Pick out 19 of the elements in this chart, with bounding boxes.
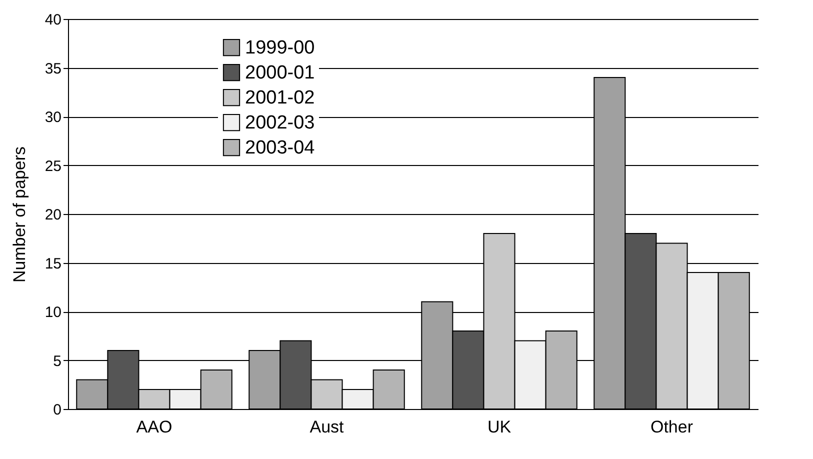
legend-label: 2000-01 — [245, 62, 315, 84]
y-tick-label: 30 — [44, 109, 62, 126]
y-tick-label: 5 — [53, 352, 62, 370]
y-tick-label: 40 — [44, 12, 62, 28]
y-tick-label: 25 — [44, 158, 62, 175]
y-tick-label: 35 — [44, 60, 62, 78]
x-tick-label: AAO — [136, 418, 172, 436]
y-tick-label: 15 — [44, 255, 62, 272]
x-tick-label: Other — [650, 418, 694, 436]
legend-label: 2002-03 — [245, 112, 315, 134]
x-tick-label: UK — [487, 418, 512, 436]
legend-label: 2001-02 — [245, 88, 315, 108]
x-tick-label: Aust — [310, 418, 344, 436]
y-tick-label: 10 — [44, 304, 62, 321]
y-tick-label: 20 — [44, 206, 62, 224]
y-tick-label: 0 — [53, 402, 62, 418]
legend-label: 1999-00 — [245, 38, 315, 58]
legend-label: 2003-04 — [245, 138, 316, 158]
y-axis-title: Number of papers — [10, 146, 29, 283]
